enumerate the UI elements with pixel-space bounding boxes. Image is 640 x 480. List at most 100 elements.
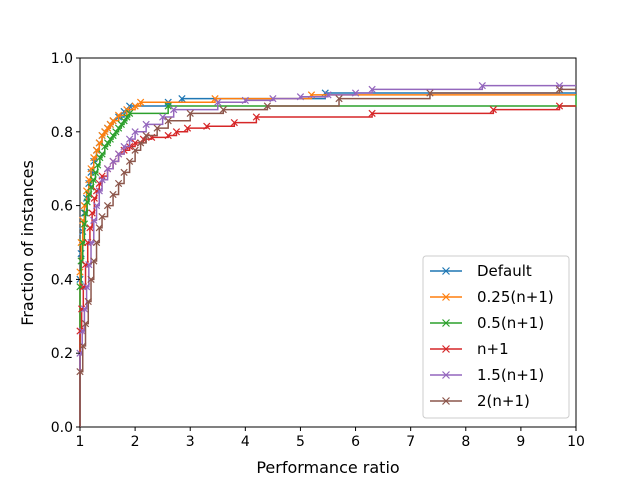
data-point-marker [88,209,96,217]
legend-marker [442,371,450,379]
data-point-marker [125,109,134,117]
data-point-marker [131,128,139,136]
y-tick-label: 0.6 [51,199,73,215]
data-point-marker [92,238,101,247]
data-point-marker [125,135,134,143]
data-point-marker [120,117,128,125]
data-point-marker [112,128,120,136]
data-point-marker [478,82,486,90]
data-point-marker [114,124,123,132]
x-tick-label: 7 [406,434,415,450]
data-point-marker [103,201,112,210]
data-point-marker [368,109,376,117]
data-point-marker [368,85,376,93]
series-2 [76,94,577,427]
data-point-marker [109,131,117,140]
data-point-marker [90,257,98,265]
data-point-marker [263,102,272,110]
data-point-marker [211,94,219,103]
data-point-marker [241,96,249,105]
data-point-marker [555,102,564,110]
data-point-marker [219,106,227,114]
data-point-marker [252,113,260,121]
data-point-marker [172,128,181,136]
data-point-marker [214,98,222,106]
data-point-marker [87,275,95,284]
data-point-marker [136,98,145,106]
data-point-marker [131,102,139,110]
data-point-marker [335,94,343,103]
x-axis-label: Performance ratio [256,458,399,477]
data-point-marker [203,122,211,130]
data-point-marker [125,157,134,165]
data-point-marker [101,128,109,136]
data-point-marker [186,109,194,117]
data-point-marker [82,283,91,291]
data-point-marker [109,157,117,165]
x-tick-label: 10 [567,434,585,450]
data-point-marker [83,198,91,206]
x-axis-ticks: 1 2 3 4 5 6 7 8 9 10 [76,427,585,450]
data-point-marker [555,85,564,93]
data-point-marker [101,142,109,151]
data-point-marker [125,102,134,110]
data-point-marker [489,106,497,114]
data-point-marker [91,168,100,177]
data-point-marker [123,113,131,121]
legend-label: n+1 [477,340,509,358]
legend-label: 2(n+1) [477,392,530,410]
data-point-marker [109,117,117,125]
legend: Default 0.25(n+1) 0.5(n+1) n+1 1.5(n+1) 2(n+1… [422,255,570,419]
data-point-marker [76,283,84,291]
data-point-marker [90,216,98,224]
series-layer [76,82,577,427]
data-point-marker [90,194,98,202]
data-point-marker [81,209,90,217]
data-point-marker [159,113,167,121]
series-5 [76,85,576,427]
data-point-marker [114,150,123,158]
x-tick-label: 4 [241,434,250,450]
legend-label: 0.5(n+1) [477,314,544,332]
x-tick-label: 9 [516,434,525,450]
y-tick-label: 0.4 [51,272,73,288]
x-tick-label: 3 [186,434,195,450]
data-point-marker [296,93,305,101]
data-point-marker [81,320,90,328]
data-point-marker [87,238,95,247]
legend-entries: Default 0.25(n+1) 0.5(n+1) n+1 1.5(n+1) 2(n+1… [430,262,554,410]
data-point-marker [89,176,97,184]
series-1 [76,91,576,427]
data-point-marker [98,131,106,140]
data-point-marker [426,89,434,97]
data-point-marker [120,142,128,151]
legend-marker [442,267,450,275]
legend-marker [442,397,450,405]
data-point-marker [79,283,87,291]
y-tick-label: 0.8 [51,125,73,141]
legend-label: 1.5(n+1) [477,366,544,384]
data-point-marker [142,120,150,129]
data-point-marker [85,261,93,269]
data-point-marker [164,102,172,110]
data-point-marker [98,213,106,221]
y-tick-label: 1.0 [51,51,73,67]
data-point-marker [81,261,90,269]
data-point-marker [136,139,145,147]
data-point-marker [103,124,112,132]
data-point-marker [94,161,102,169]
y-axis-ticks: 0.0 0.2 0.4 0.6 0.8 1.0 [51,51,80,436]
data-point-marker [123,106,131,114]
data-point-marker [79,342,87,350]
x-tick-label: 6 [351,434,360,450]
legend-label: Default [477,262,532,280]
data-point-marker [86,224,94,232]
data-point-marker [92,146,101,154]
data-point-marker [84,238,92,247]
x-tick-label: 5 [296,434,305,450]
data-point-marker [78,327,86,335]
data-point-marker [95,139,103,147]
x-tick-label: 1 [76,434,85,450]
data-point-marker [131,146,139,154]
